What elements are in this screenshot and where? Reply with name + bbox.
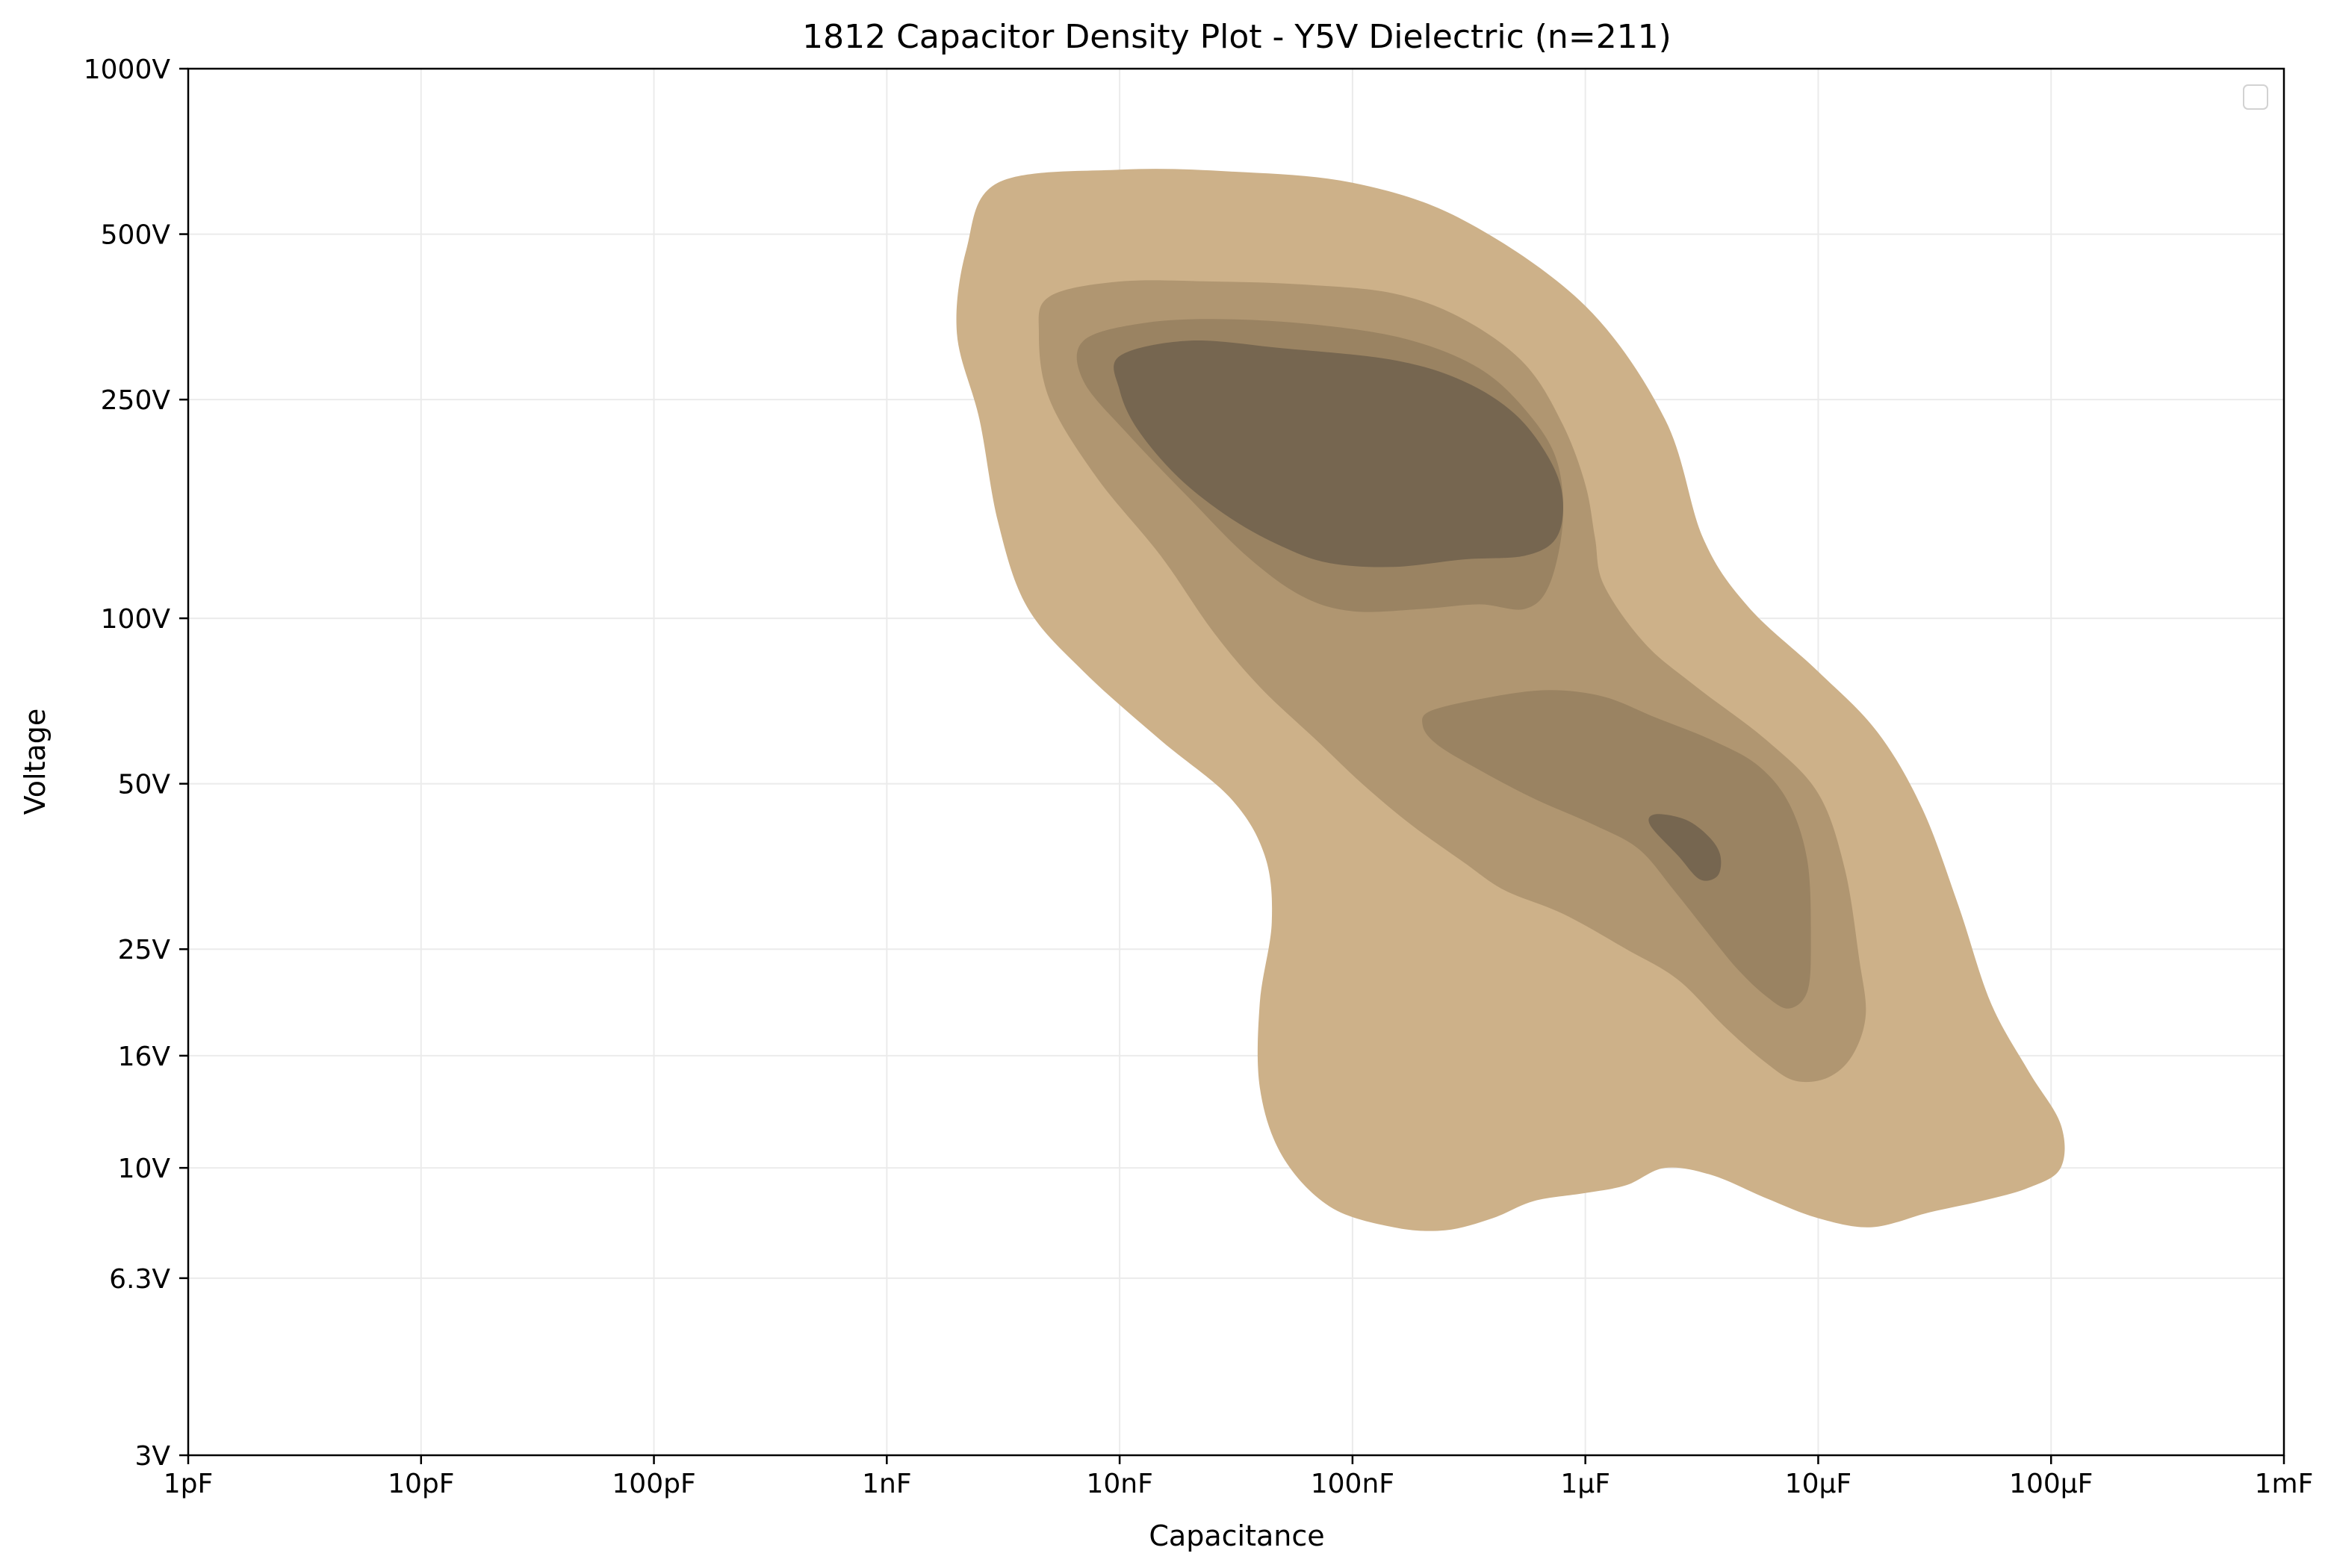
x-tick-label-6: 1µF (1560, 1469, 1610, 1499)
density-contours (956, 169, 2065, 1231)
density-level-3-region-2 (1422, 690, 1811, 1009)
x-tick-label-7: 10µF (1785, 1469, 1851, 1499)
y-tick-label-1: 6.3V (109, 1264, 170, 1295)
y-tick-label-9: 1000V (84, 55, 171, 85)
x-tick-label-8: 100µF (2009, 1469, 2093, 1499)
y-tick-label-7: 250V (101, 385, 171, 416)
y-tick-label-4: 25V (118, 935, 171, 965)
y-tick-label-2: 10V (118, 1154, 171, 1184)
y-tick-label-6: 100V (101, 604, 171, 635)
plot-frame (187, 67, 2285, 1457)
density-level-4-region-1 (1114, 340, 1563, 567)
x-tick-label-4: 10nF (1086, 1469, 1152, 1499)
x-tick-label-9: 1mF (2255, 1469, 2314, 1499)
x-tick-label-2: 100pF (612, 1469, 695, 1499)
x-axis-label: Capacitance (1149, 1519, 1324, 1552)
x-tick-label-5: 100nF (1311, 1469, 1394, 1499)
x-tick-label-3: 1nF (862, 1469, 911, 1499)
y-axis-ticks: 3V 6.3V 10V 16V 25V 50V 100V 250V 500V 1000V (84, 55, 188, 1472)
y-tick-label-3: 16V (118, 1042, 171, 1072)
y-tick-label-5: 50V (118, 770, 171, 800)
chart-title: 1812 Capacitor Density Plot - Y5V Dielec… (802, 18, 1671, 56)
x-tick-label-0: 1pF (164, 1469, 213, 1499)
y-tick-label-0: 3V (134, 1441, 170, 1472)
x-tick-label-1: 10pF (388, 1469, 454, 1499)
legend-box (2243, 84, 2268, 110)
y-axis-label: Voltage (19, 709, 52, 815)
density-level-4-region-2 (1648, 814, 1722, 881)
y-tick-label-8: 500V (101, 220, 171, 251)
x-axis-ticks: 1pF 10pF 100pF 1nF 10nF 100nF 1µF 10µF 100µF 1mF (164, 1455, 2314, 1499)
